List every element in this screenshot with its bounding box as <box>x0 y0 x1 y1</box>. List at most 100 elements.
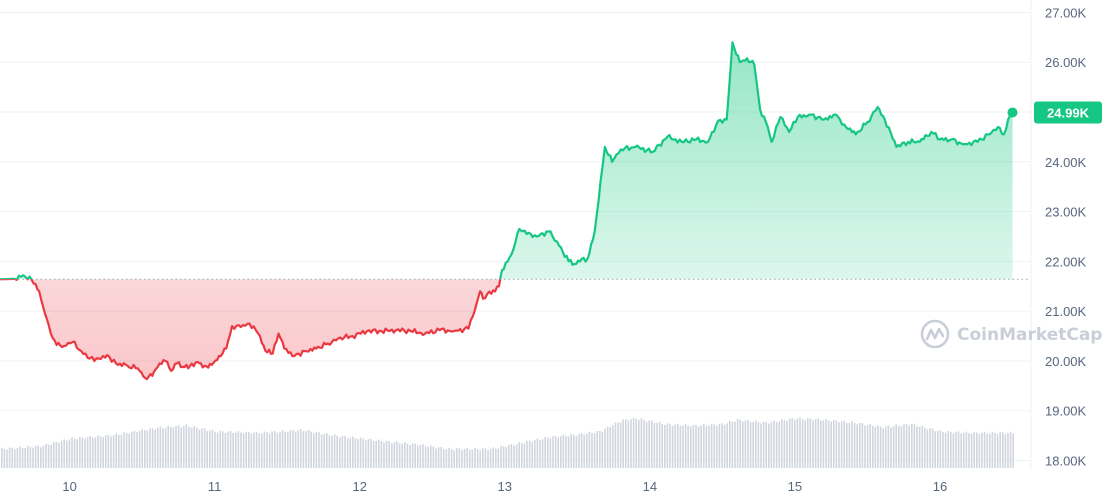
volume-bar <box>141 429 143 468</box>
volume-bar <box>99 436 102 468</box>
volume-bar <box>929 428 931 468</box>
volume-bar <box>742 421 744 468</box>
volume-bar <box>370 438 372 468</box>
volume-bar <box>963 433 965 468</box>
volume-bar <box>913 423 916 468</box>
volume-bar <box>138 431 141 468</box>
volume-bar <box>814 419 817 468</box>
volume-bar <box>783 419 786 468</box>
volume-bar <box>695 424 697 468</box>
volume-bar <box>229 430 232 468</box>
volume-bar <box>60 440 63 468</box>
volume-bar <box>869 424 871 468</box>
volume-bar <box>791 418 793 468</box>
volume-bar <box>159 426 162 468</box>
volume-bar <box>710 423 713 468</box>
volume-bar <box>804 419 806 468</box>
volume-bar <box>198 429 201 468</box>
volume-bar <box>151 428 154 468</box>
volume-bar <box>427 447 429 468</box>
x-tick-label: 10 <box>62 479 76 494</box>
volume-bar <box>573 434 575 468</box>
volume-bar <box>666 423 669 468</box>
volume-bar <box>250 433 253 468</box>
volume-bar <box>918 426 921 468</box>
volume-bar <box>227 431 229 468</box>
volume-bar <box>781 419 783 468</box>
volume-bar <box>552 436 554 468</box>
volume-bar <box>144 430 146 468</box>
volume-bar <box>575 435 578 468</box>
volume-bar <box>471 449 474 468</box>
volume-bar <box>887 425 890 468</box>
volume-bar <box>762 421 765 468</box>
volume-bar <box>874 426 877 468</box>
volume-bar <box>586 433 588 468</box>
volume-bar <box>820 420 822 468</box>
volume-bar <box>466 447 468 468</box>
volume-bar <box>378 439 380 468</box>
y-tick-label: 26.00K <box>1045 55 1087 70</box>
volume-bar <box>261 433 263 468</box>
volume-bar <box>300 429 302 468</box>
volume-bar <box>120 434 123 468</box>
volume-bar <box>476 448 479 468</box>
volume-bar <box>1002 432 1004 468</box>
volume-bar <box>47 444 50 468</box>
volume-bar <box>417 445 419 468</box>
volume-bar <box>177 425 180 468</box>
volume-bar <box>625 419 627 468</box>
volume-bar <box>40 447 42 468</box>
y-tick-label: 27.00K <box>1045 5 1087 20</box>
volume-bar <box>952 433 955 468</box>
volume-bar <box>110 436 112 468</box>
volume-bar <box>206 430 208 468</box>
volume-bar <box>203 428 206 468</box>
volume-bar <box>583 434 585 468</box>
volume-bar <box>245 431 247 468</box>
volume-bar <box>380 441 383 468</box>
volume-bar <box>263 431 266 468</box>
volume-bar <box>29 446 32 468</box>
volume-bar <box>398 443 401 468</box>
volume-bar <box>281 430 284 468</box>
volume-bar <box>448 447 450 468</box>
price-line <box>0 41 1014 381</box>
volume-bar <box>851 421 853 468</box>
volume-bar <box>357 439 359 468</box>
volume-bar <box>167 425 169 468</box>
volume-bar <box>411 443 414 468</box>
volume-bar <box>627 420 630 468</box>
volume-bar <box>721 423 723 468</box>
volume-bar <box>752 421 754 468</box>
volume-bar <box>835 420 838 468</box>
volume-bar <box>682 425 684 468</box>
volume-bar <box>461 450 463 468</box>
volume-bar <box>643 419 645 468</box>
volume-bar <box>765 422 767 468</box>
volume-bar <box>393 442 396 468</box>
volume-bar <box>136 432 138 468</box>
volume-bar <box>560 436 562 468</box>
volume-bar <box>237 431 240 468</box>
x-axis-ticks: 10 11 12 13 14 15 16 <box>62 479 947 494</box>
volume-bar <box>1004 434 1007 468</box>
volume-bar <box>632 417 635 468</box>
volume-bar <box>734 421 736 468</box>
volume-bar <box>770 422 773 468</box>
volume-bar <box>999 432 1001 468</box>
volume-bar <box>895 424 897 468</box>
volume-bar <box>479 450 481 468</box>
volume-bar <box>768 423 770 468</box>
volume-bar <box>391 443 393 468</box>
volume-bar <box>71 437 73 468</box>
volume-bar <box>749 422 752 468</box>
volume-bar <box>747 419 749 468</box>
volume-bar <box>796 418 799 468</box>
volume-bar <box>331 435 333 468</box>
volume-bar <box>521 443 523 468</box>
volume-bar <box>593 433 596 468</box>
volume-bar <box>609 427 611 468</box>
volume-bar <box>396 441 398 468</box>
